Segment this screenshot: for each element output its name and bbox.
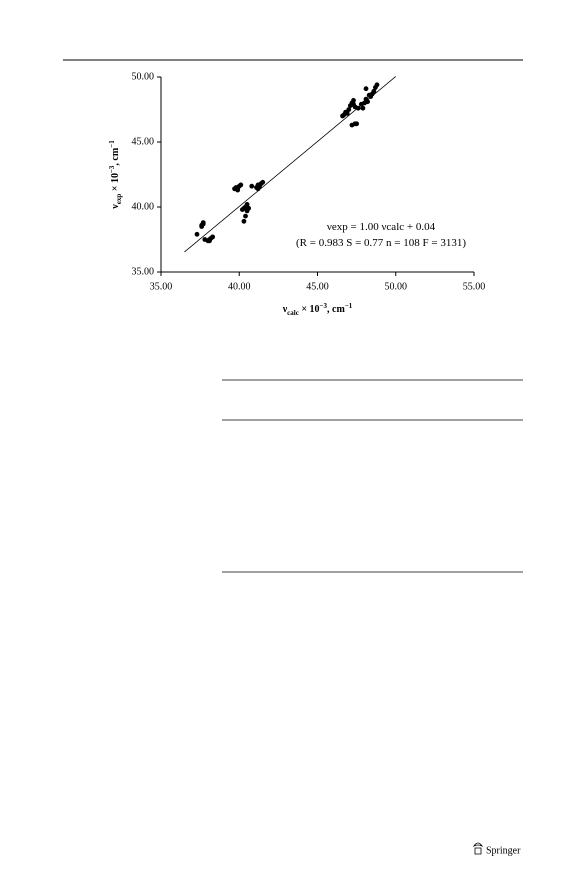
data-point [244, 202, 250, 207]
data-point [365, 99, 370, 105]
data-point [351, 98, 356, 103]
annotation: νexp = 1.00 νcalc + 0.04 [327, 221, 436, 233]
y-axis-label-part: ν [110, 204, 121, 210]
x-axis-label-part: ν [282, 304, 288, 315]
x-axis-label-part: −3 [320, 302, 328, 310]
y-axis-label: νexp × 10−3, cm−1 [108, 140, 123, 210]
x-axis-label-part: calc [287, 309, 299, 317]
data-point [241, 218, 247, 224]
x-axis-label-part: × 10 [299, 304, 320, 315]
annotation-part: νexp = 1.00 νcalc + 0.04 [327, 221, 436, 233]
data-point [355, 105, 361, 111]
x-tick-label: 50.00 [385, 281, 408, 292]
data-point [374, 82, 380, 88]
data-point [363, 86, 369, 92]
data-point [346, 107, 352, 112]
x-tick-label: 35.00 [150, 281, 173, 292]
y-axis-label-part: exp [115, 194, 123, 205]
x-axis-label: νcalc × 10−3, cm−1 [282, 302, 353, 317]
annotation: (R = 0.983 S = 0.77 n = 108 F = 3131) [296, 237, 466, 249]
publisher-logo: Springer [472, 842, 521, 856]
data-point [368, 94, 374, 99]
x-tick-label: 40.00 [228, 281, 251, 292]
data-point [207, 238, 212, 244]
data-point [354, 121, 360, 127]
y-axis-label-part: −3 [108, 165, 116, 173]
data-point [371, 88, 377, 94]
data-point [235, 187, 241, 193]
x-axis-label-part: , cm [327, 304, 345, 315]
data-point [200, 220, 206, 226]
data-point [199, 224, 205, 229]
data-point [243, 213, 248, 219]
x-tick-label: 55.00 [463, 281, 486, 292]
publisher-name: Springer [486, 845, 521, 856]
annotation-part: (R = 0.983 S = 0.77 n = 108 F = 3131) [296, 237, 466, 249]
data-point [255, 186, 261, 192]
y-tick-label: 50.00 [132, 71, 155, 82]
y-axis-label-part: × 10 [110, 173, 121, 194]
data-point [244, 208, 250, 214]
data-point [210, 234, 216, 240]
data-point [238, 182, 244, 188]
x-tick-label: 45.00 [306, 281, 329, 292]
data-point [360, 105, 366, 111]
y-tick-label: 45.00 [132, 136, 155, 147]
y-tick-label: 40.00 [132, 201, 155, 212]
y-tick-label: 35.00 [132, 266, 155, 277]
data-point [344, 111, 350, 116]
data-point [249, 183, 255, 189]
data-point [260, 179, 266, 185]
y-axis-label-part: −1 [108, 140, 116, 148]
data-point [194, 231, 200, 237]
y-axis-label-part: , cm [110, 147, 121, 165]
x-axis-label-part: −1 [345, 302, 353, 310]
logo-icon [472, 842, 484, 855]
